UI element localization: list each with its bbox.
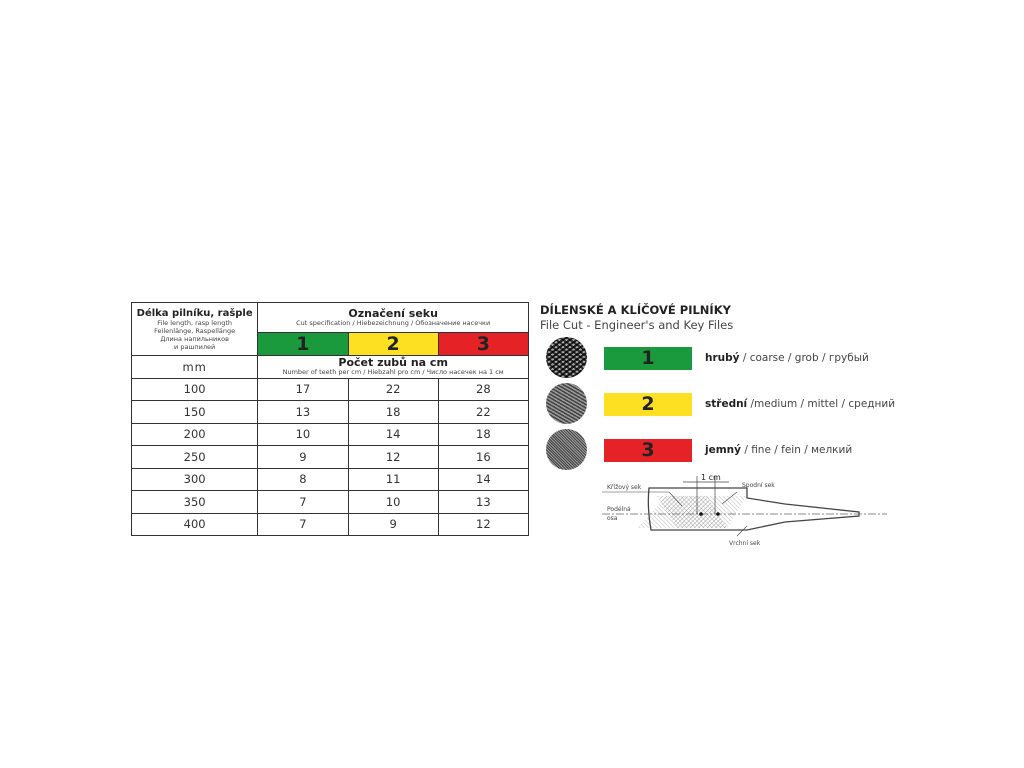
table-row: 400 7 9 12 xyxy=(130,512,530,536)
unit-cell: mm xyxy=(130,355,259,379)
teeth-sub: Number of teeth per cm / Hiebzahl pro cm… xyxy=(282,368,504,377)
teeth-cell: 13 xyxy=(437,490,530,514)
teeth-cell: 14 xyxy=(347,422,439,446)
section-title: DÍLENSKÉ A KLÍČOVÉ PILNÍKY xyxy=(540,303,731,317)
file-cut-diagram: Křížový sek 1 cm Spodní sek Podélná osa … xyxy=(602,473,887,547)
file-cut-table: Délka pilníku, rašple File length, rasp … xyxy=(130,302,530,536)
cut-grade-1: 1 xyxy=(257,332,349,356)
length-sub-2: Длина напильников xyxy=(160,334,229,343)
table-row: 250 9 12 16 xyxy=(130,445,530,469)
teeth-title: Počet zubů na cm xyxy=(338,356,448,370)
cut-grade-3: 3 xyxy=(437,332,530,356)
axis-label-2: osa xyxy=(607,515,618,522)
grade-translations: / coarse / grob / грубый xyxy=(739,352,869,364)
table-row: 350 7 10 13 xyxy=(130,490,530,514)
length-cell: 200 xyxy=(130,422,259,446)
teeth-cell: 22 xyxy=(437,400,530,424)
teeth-cell: 22 xyxy=(347,377,439,401)
teeth-cell: 9 xyxy=(347,512,439,536)
medium-file-texture-icon xyxy=(546,383,587,424)
teeth-cell: 12 xyxy=(347,445,439,469)
teeth-cell: 11 xyxy=(347,467,439,491)
length-title: Délka pilníku, rašple xyxy=(136,307,253,319)
cut-header: Označení seku Cut specification / Hiebez… xyxy=(257,302,529,333)
grade-name: hrubý xyxy=(705,352,740,364)
grade-name: střední xyxy=(705,398,748,410)
teeth-cell: 14 xyxy=(437,467,530,491)
cross-cut-label: Křížový sek xyxy=(607,484,642,491)
length-cell: 150 xyxy=(130,400,259,424)
teeth-cell: 10 xyxy=(347,490,439,514)
grade-label-1: hrubý / coarse / grob / грубый xyxy=(705,352,869,364)
table-row: 300 8 11 14 xyxy=(130,467,530,491)
grade-bar-3: 3 xyxy=(604,439,692,462)
length-cell: 350 xyxy=(130,490,259,514)
teeth-cell: 12 xyxy=(437,512,530,536)
teeth-cell: 28 xyxy=(437,377,530,401)
teeth-cell: 18 xyxy=(347,400,439,424)
cut-title: Označení seku xyxy=(348,307,438,320)
table-row: 200 10 14 18 xyxy=(130,422,530,446)
grade-translations: /medium / mittel / средний xyxy=(747,398,896,410)
section-subtitle: File Cut - Engineer's and Key Files xyxy=(540,318,734,332)
teeth-cell: 8 xyxy=(257,467,349,491)
length-cell: 300 xyxy=(130,467,259,491)
teeth-cell: 18 xyxy=(437,422,530,446)
length-cell: 400 xyxy=(130,512,259,536)
teeth-cell: 7 xyxy=(257,490,349,514)
lower-cut-label: Spodní sek xyxy=(742,482,775,489)
length-sub-1: Feilenlänge, Raspellänge xyxy=(154,326,236,335)
teeth-cell: 17 xyxy=(257,377,349,401)
teeth-cell: 9 xyxy=(257,445,349,469)
teeth-cell: 13 xyxy=(257,400,349,424)
table-row: 150 13 18 22 xyxy=(130,400,530,424)
cut-grade-2: 2 xyxy=(347,332,439,356)
teeth-header: Počet zubů na cm Number of teeth per cm … xyxy=(257,355,529,379)
fine-file-texture-icon xyxy=(546,429,587,470)
length-cell: 100 xyxy=(130,377,259,401)
grade-translations: / fine / fein / мелкий xyxy=(740,444,853,456)
grade-label-2: střední /medium / mittel / средний xyxy=(705,398,895,410)
grade-bar-2: 2 xyxy=(604,393,692,416)
grade-label-3: jemný / fine / fein / мелкий xyxy=(705,444,852,456)
length-sub-0: File length, rasp length xyxy=(157,318,233,327)
grade-name: jemný xyxy=(705,444,741,456)
teeth-cell: 7 xyxy=(257,512,349,536)
length-header: Délka pilníku, rašple File length, rasp … xyxy=(130,302,259,356)
cut-sub: Cut specification / Hiebezeichnung / Обо… xyxy=(296,319,491,327)
distance-label: 1 cm xyxy=(701,473,721,482)
coarse-file-texture-icon xyxy=(546,337,587,378)
length-sub-3: и рашпилей xyxy=(174,342,216,351)
grade-bar-1: 1 xyxy=(604,347,692,370)
teeth-cell: 10 xyxy=(257,422,349,446)
length-cell: 250 xyxy=(130,445,259,469)
table-row: 100 17 22 28 xyxy=(130,377,530,401)
teeth-cell: 16 xyxy=(437,445,530,469)
upper-cut-label: Vrchní sek xyxy=(729,540,761,547)
axis-label-1: Podélná xyxy=(607,506,631,513)
